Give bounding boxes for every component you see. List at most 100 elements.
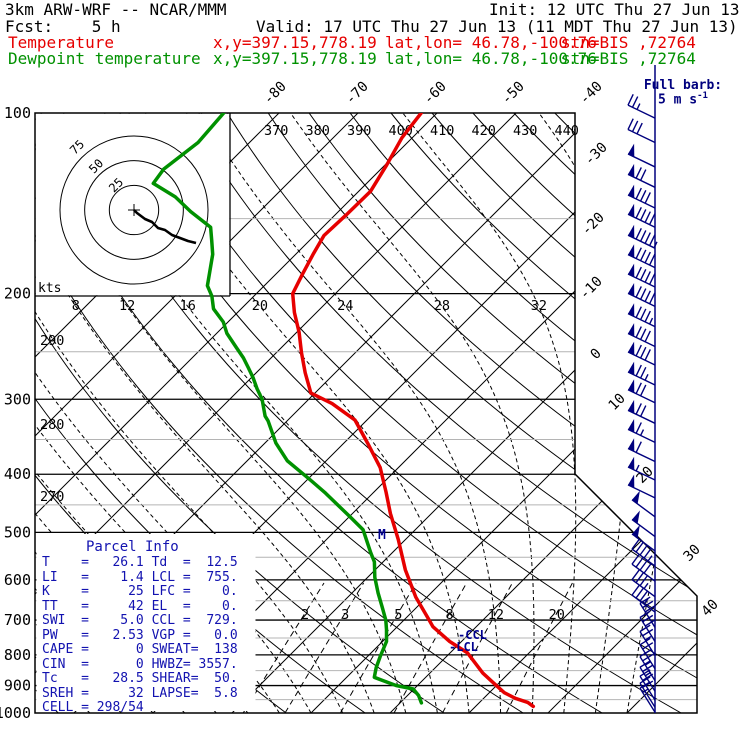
wind-barb xyxy=(627,143,656,168)
wind-barb xyxy=(639,669,656,701)
dry-adiabat-label: 290 xyxy=(40,333,64,349)
pressure-axis-label: 700 xyxy=(4,611,31,629)
trace-xy: x,y=397.15,778.19 xyxy=(213,49,377,68)
wind-barb xyxy=(631,554,656,582)
dry-adiabat-label: 380 xyxy=(306,123,330,139)
wind-barb xyxy=(627,341,656,366)
isotherm-label-top: -60 xyxy=(421,79,450,108)
isotherm-label-right: 10 xyxy=(606,391,629,414)
wind-barb xyxy=(631,490,656,518)
moist-adiabat-label: 12 xyxy=(119,298,135,314)
wind-barb xyxy=(627,438,656,463)
pressure-axis-label: 100 xyxy=(4,104,31,122)
wind-barb xyxy=(627,456,656,481)
dry-adiabat-label: 280 xyxy=(40,417,64,433)
level-annotations: M -CCL-LCL xyxy=(378,528,487,654)
wind-barb xyxy=(627,263,656,288)
wind-barb xyxy=(627,244,656,269)
dewpoint-trace xyxy=(151,113,424,705)
pressure-axis-label: 900 xyxy=(4,677,31,695)
trace-label: Dewpoint temperature xyxy=(8,49,201,68)
dry-adiabat-label: 270 xyxy=(40,489,64,505)
pressure-axis-label: 200 xyxy=(4,285,31,303)
parcel-info-panel xyxy=(36,534,256,711)
isotherm-label-top: -80 xyxy=(261,79,290,108)
mixing-ratio-lines xyxy=(242,582,573,713)
moist-adiabat-label: 16 xyxy=(180,298,196,314)
wind-barb xyxy=(631,569,656,598)
wind-barb xyxy=(639,596,656,628)
wind-barb xyxy=(627,118,656,144)
wind-barb xyxy=(627,283,656,307)
mixing-ratio-label: 5 xyxy=(394,607,402,623)
barb-legend-exponent: -1 xyxy=(697,91,708,101)
dry-adiabat-label: 390 xyxy=(347,123,371,139)
pressure-axis-label: 600 xyxy=(4,571,31,589)
isotherm-label-right: -30 xyxy=(582,140,611,169)
pressure-axis-label: 400 xyxy=(4,465,31,483)
dry-adiabat-label: 430 xyxy=(513,123,537,139)
hodograph-trace xyxy=(133,209,197,245)
m-marker: M xyxy=(378,528,386,543)
dry-adiabat-label: 420 xyxy=(471,123,495,139)
mixing-ratio-label: 2 xyxy=(301,607,309,623)
wind-barb xyxy=(639,681,656,713)
mixing-ratio-label: 8 xyxy=(446,607,454,623)
forecast-hour: Fcst: 5 h xyxy=(5,17,121,36)
isotherm-label-right: 40 xyxy=(699,597,722,620)
wind-barb xyxy=(627,203,656,228)
barb-legend-title: Full barb: xyxy=(643,78,723,93)
pressure-axis-label: 800 xyxy=(4,646,31,664)
moist-adiabat-label: 8 xyxy=(72,298,80,314)
wind-barb xyxy=(627,379,656,404)
plot-border xyxy=(34,112,698,714)
wind-barb xyxy=(631,510,656,538)
pressure-axis-label: 500 xyxy=(4,523,31,541)
wind-barbs xyxy=(627,65,658,713)
trace-latlon: lat,lon= 46.78,-100.76 xyxy=(385,33,597,52)
dry-adiabat-label: 410 xyxy=(430,123,454,139)
lcl-label: -LCL xyxy=(449,640,478,654)
ccl-label: -CCL xyxy=(458,628,487,642)
moist-adiabat-label: 24 xyxy=(337,298,353,314)
wind-barb xyxy=(627,474,656,499)
wind-barb xyxy=(627,303,656,328)
isotherm-label-right: -10 xyxy=(577,274,606,303)
init-time: Init: 12 UTC Thu 27 Jun 13 xyxy=(489,0,740,19)
sounding-profiles xyxy=(151,113,536,709)
temperature-trace xyxy=(290,113,536,709)
valid-time: Valid: 17 UTC Thu 27 Jun 13 (11 MDT Thu … xyxy=(256,17,738,36)
wind-barb xyxy=(639,624,656,656)
wind-barb xyxy=(627,163,656,188)
dry-adiabat-label: 370 xyxy=(264,123,288,139)
dry-adiabat-label: 400 xyxy=(388,123,412,139)
model-title: 3km ARW-WRF -- NCAR/MMM xyxy=(5,0,227,19)
isotherm-label-right: -20 xyxy=(579,210,608,239)
moist-adiabat-label: 20 xyxy=(252,298,268,314)
wind-barb xyxy=(627,94,656,119)
wind-barb xyxy=(627,419,656,444)
hodograph-units-label: kts xyxy=(38,281,61,296)
isotherm-label-top: -50 xyxy=(499,79,528,108)
pressure-axis-label: 300 xyxy=(4,390,31,408)
barb-legend: Full barb: 5 m s-1 xyxy=(627,78,739,108)
trace-station: stn=BIS ,72764 xyxy=(561,33,696,52)
wind-barb xyxy=(627,184,656,209)
trace-latlon: lat,lon= 46.78,-100.76 xyxy=(385,49,597,68)
wind-barb xyxy=(627,224,658,249)
wind-barb xyxy=(631,524,656,552)
isotherm-label-top: -40 xyxy=(577,79,606,108)
trace-station: stn=BIS ,72764 xyxy=(561,49,696,68)
isotherm-label-right: 30 xyxy=(681,542,704,565)
trace-xy: x,y=397.15,778.19 xyxy=(213,33,377,52)
isotherm-label-right: 0 xyxy=(588,346,605,363)
mixing-ratio-label: 12 xyxy=(488,607,504,623)
mixing-ratio-label: 20 xyxy=(549,607,565,623)
isotherm-label-top: -70 xyxy=(343,79,372,108)
trace-label: Temperature xyxy=(8,33,114,52)
barb-legend-value: 5 m s xyxy=(658,92,698,108)
dry-adiabat-label: 440 xyxy=(554,123,578,139)
moist-adiabat-label: 32 xyxy=(531,298,547,314)
